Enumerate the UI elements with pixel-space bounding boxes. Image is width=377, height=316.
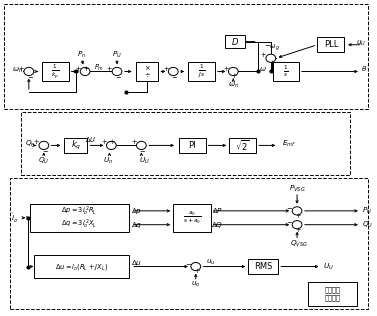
Text: $+$: $+$ [101,137,108,146]
Text: $Q_{VSG}$: $Q_{VSG}$ [290,239,308,249]
Text: $\theta$: $\theta$ [362,64,368,73]
Text: $\omega_n$: $\omega_n$ [228,81,239,90]
Text: $-$: $-$ [139,147,146,153]
FancyBboxPatch shape [273,62,299,81]
Text: $\omega$: $\omega$ [259,65,267,73]
Text: $-\omega_g$: $-\omega_g$ [264,43,279,53]
Text: $+$: $+$ [106,64,113,72]
Text: $\Delta u$: $\Delta u$ [131,258,142,267]
FancyBboxPatch shape [5,4,368,109]
FancyBboxPatch shape [64,138,87,153]
Circle shape [112,67,122,76]
Text: $u_U$: $u_U$ [356,39,366,48]
FancyBboxPatch shape [248,259,278,274]
Text: $\frac{1}{s}$: $\frac{1}{s}$ [283,64,289,79]
Text: $Q_U$: $Q_U$ [38,155,49,166]
Text: $U_n$: $U_n$ [103,155,113,166]
Text: $\frac{1}{Js}$: $\frac{1}{Js}$ [198,63,205,80]
Circle shape [106,141,116,149]
Text: $-$: $-$ [26,73,34,79]
Circle shape [292,207,302,215]
Text: PLL: PLL [323,40,338,49]
Text: $P_m$: $P_m$ [94,63,104,73]
Text: 线路损耗: 线路损耗 [325,286,341,293]
FancyBboxPatch shape [229,138,256,153]
Text: $P_U$: $P_U$ [112,50,122,60]
Text: $P_U$: $P_U$ [362,206,372,216]
Text: $-$: $-$ [41,147,48,153]
Text: $+$: $+$ [109,137,116,146]
Text: $\Delta p = 3i_o^{\,2}R_L$: $\Delta p = 3i_o^{\,2}R_L$ [61,204,98,217]
Circle shape [80,67,90,76]
Text: $+$: $+$ [18,64,25,72]
Text: $+$: $+$ [295,211,302,220]
FancyBboxPatch shape [30,204,129,232]
Text: $+$: $+$ [131,137,138,146]
Text: $P_{VSG}$: $P_{VSG}$ [289,184,305,194]
Text: $\Delta P$: $\Delta P$ [212,206,223,216]
Text: $D$: $D$ [231,36,239,47]
Text: $u_o$: $u_o$ [191,280,201,289]
FancyBboxPatch shape [308,282,357,306]
FancyBboxPatch shape [21,112,349,175]
FancyBboxPatch shape [136,62,158,81]
Text: $E_{mf}$: $E_{mf}$ [282,139,296,149]
Text: $\times$: $\times$ [144,63,150,72]
Text: $\Delta p$: $\Delta p$ [131,206,142,216]
Circle shape [24,67,34,76]
FancyBboxPatch shape [188,62,215,81]
Text: $+$: $+$ [33,137,40,146]
Text: $\Delta q = 3i_o^{\,2}X_L$: $\Delta q = 3i_o^{\,2}X_L$ [61,218,98,231]
Text: $U_U$: $U_U$ [139,155,150,166]
FancyBboxPatch shape [41,62,69,81]
Text: $\frac{a_0}{s+a_0}$: $\frac{a_0}{s+a_0}$ [183,210,201,226]
Text: $-$: $-$ [185,260,192,266]
Text: 补偿单元: 补偿单元 [325,294,341,301]
Circle shape [228,67,238,76]
Text: $+$: $+$ [193,266,200,276]
Text: $\Delta u=i_o(R_L+jX_L)$: $\Delta u=i_o(R_L+jX_L)$ [55,262,108,271]
Text: $\Delta U$: $\Delta U$ [85,135,97,144]
Text: $\frac{1}{k_p}$: $\frac{1}{k_p}$ [51,62,59,81]
Text: $-$: $-$ [287,218,293,224]
Text: $Q_n$: $Q_n$ [25,139,35,149]
FancyBboxPatch shape [10,179,368,309]
Text: $\Delta Q$: $\Delta Q$ [211,220,224,230]
Text: RMS: RMS [254,262,273,271]
Text: $-$: $-$ [287,204,293,210]
FancyBboxPatch shape [34,255,129,278]
Text: $+$: $+$ [83,64,90,72]
Circle shape [169,67,178,76]
Text: $\Delta q$: $\Delta q$ [131,220,143,230]
Text: $\div$: $\div$ [144,72,150,80]
Text: $U_U$: $U_U$ [323,261,333,272]
Circle shape [292,221,302,229]
Text: $\sqrt{2}$: $\sqrt{2}$ [235,138,250,153]
FancyBboxPatch shape [225,35,245,48]
FancyBboxPatch shape [317,37,344,52]
Text: $+$: $+$ [268,58,275,67]
Text: $k_q$: $k_q$ [70,139,81,152]
Text: $+$: $+$ [223,64,230,72]
Circle shape [39,141,49,149]
Text: $Q_U$: $Q_U$ [362,220,373,230]
Circle shape [136,141,146,149]
Text: $+$: $+$ [163,64,170,72]
Text: $u_u$: $u_u$ [206,258,216,267]
Text: $\omega_n$: $\omega_n$ [12,65,23,75]
Text: $P_n$: $P_n$ [77,50,86,60]
Text: $+$: $+$ [231,71,238,80]
Text: $+$: $+$ [260,50,267,59]
Text: $+$: $+$ [75,64,81,72]
FancyBboxPatch shape [173,204,211,232]
Text: $-$: $-$ [171,73,178,79]
Circle shape [266,54,276,62]
Text: $\dot{i}_o$: $\dot{i}_o$ [11,212,18,225]
FancyBboxPatch shape [179,138,205,153]
Text: PI: PI [188,141,196,150]
Circle shape [191,263,201,270]
Text: $-$: $-$ [115,73,121,79]
Text: $+$: $+$ [295,225,302,234]
